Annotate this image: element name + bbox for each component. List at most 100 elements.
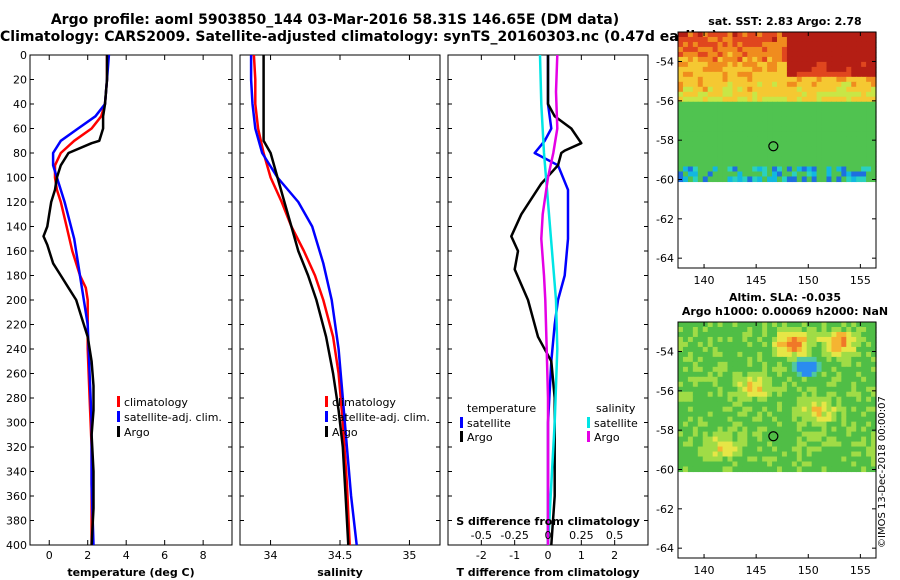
sst-heatmap-cell <box>722 56 729 63</box>
sst-heatmap-cell <box>806 176 813 183</box>
sla-heatmap-cell <box>722 336 729 343</box>
sla-heatmap-cell <box>692 411 699 418</box>
sst-heatmap-cell <box>861 156 867 163</box>
sla-heatmap-cell <box>678 341 684 348</box>
sla-heatmap-cell <box>816 396 823 403</box>
sla-heatmap-cell <box>856 322 862 328</box>
sst-heatmap-cell <box>801 171 808 178</box>
sst-heatmap-cell <box>762 96 768 103</box>
sla-heatmap-cell <box>786 446 793 453</box>
sla-heatmap-cell <box>851 376 857 383</box>
sst-heatmap-cell <box>732 91 738 98</box>
sla-heatmap-cell <box>791 336 798 343</box>
sst-heatmap-cell <box>791 131 798 138</box>
sst-heatmap-cell <box>692 176 699 183</box>
sst-heatmap-cell <box>767 131 773 138</box>
sla-heatmap-cell <box>767 406 773 413</box>
sla-heatmap-cell <box>752 401 758 408</box>
sst-heatmap-cell <box>752 96 758 103</box>
sst-heatmap-cell <box>791 171 798 178</box>
sst-heatmap-cell <box>871 32 877 38</box>
sla-heatmap-cell <box>762 466 768 473</box>
sst-heatmap-cell <box>702 71 709 78</box>
sla-heatmap-cell <box>757 381 763 388</box>
sla-heatmap-cell <box>702 322 709 328</box>
sal-xtick-label: 35 <box>402 549 416 562</box>
sst-heatmap-cell <box>806 166 813 173</box>
sla-heatmap-cell <box>678 386 684 393</box>
sst-heatmap-cell <box>682 121 689 128</box>
sla-heatmap-cell <box>762 376 768 383</box>
sst-heatmap-cell <box>707 41 714 48</box>
sst-heatmap-cell <box>712 166 719 173</box>
sla-heatmap-cells <box>678 322 877 473</box>
sla-heatmap-cell <box>796 401 803 408</box>
sla-heatmap-cell <box>831 406 837 413</box>
sst-heatmap-cell <box>791 156 798 163</box>
sst-heatmap-cell <box>801 166 808 173</box>
sst-heatmap-cell <box>747 86 753 93</box>
sst-heatmap-cell <box>821 46 828 53</box>
sla-heatmap-cell <box>762 371 768 378</box>
sla-heatmap-cell <box>821 356 828 363</box>
sla-heatmap-cell <box>791 356 798 363</box>
sla-heatmap-cell <box>801 456 808 463</box>
sla-heatmap-cell <box>791 451 798 458</box>
sla-heatmap-cell <box>821 341 828 348</box>
sla-heatmap-cell <box>836 336 842 343</box>
sst-heatmap-cell <box>831 126 837 133</box>
sla-heatmap-cell <box>856 391 862 398</box>
sst-heatmap-cell <box>841 161 847 168</box>
sst-heatmap-cell <box>727 156 734 163</box>
sla-heatmap-cell <box>786 386 793 393</box>
sst-heatmap-cell <box>678 56 684 63</box>
sla-heatmap-cell <box>707 356 714 363</box>
sla-heatmap-cell <box>707 341 714 348</box>
sst-heatmap-cell <box>781 101 788 108</box>
sst-heatmap-cell <box>811 41 818 48</box>
sst-heatmap-cell <box>781 176 788 183</box>
sst-heatmap-cell <box>678 81 684 88</box>
sst-heatmap-cell <box>742 71 748 78</box>
sst-heatmap-cell <box>702 101 709 108</box>
sst-heatmap-cell <box>678 171 684 178</box>
sst-heatmap-cell <box>752 51 758 58</box>
sst-heatmap-cell <box>687 146 694 153</box>
sst-heatmap-cell <box>727 32 734 38</box>
sla-heatmap-cell <box>866 371 872 378</box>
sst-heatmap-cell <box>717 176 724 183</box>
sla-heatmap-cell <box>692 456 699 463</box>
sla-heatmap-cell <box>816 351 823 358</box>
sla-heatmap-cell <box>682 351 689 358</box>
sla-heatmap-cell <box>806 331 813 338</box>
sla-heatmap-cell <box>678 322 684 328</box>
sst-heatmap-cell <box>841 131 847 138</box>
sla-heatmap-cell <box>836 386 842 393</box>
sst-map-ytick-label: -54 <box>656 56 674 69</box>
sla-heatmap-cell <box>762 326 768 333</box>
sla-heatmap-cell <box>727 351 734 358</box>
sla-heatmap-cell <box>678 441 684 448</box>
sla-heatmap-cell <box>772 356 778 363</box>
sla-heatmap-cell <box>707 406 714 413</box>
sla-heatmap-cell <box>742 416 748 423</box>
sla-heatmap-cell <box>678 411 684 418</box>
sst-heatmap-cell <box>821 56 828 63</box>
sst-heatmap-cell <box>747 36 753 43</box>
sla-heatmap-cell <box>816 326 823 333</box>
sla-heatmap-cell <box>737 391 743 398</box>
sla-heatmap-cell <box>796 341 803 348</box>
temp-xtick-label: 4 <box>123 549 130 562</box>
sla-heatmap-cell <box>752 341 758 348</box>
sst-heatmap-cell <box>742 141 748 148</box>
sla-heatmap-cell <box>816 376 823 383</box>
sal-series-climatology <box>252 54 351 546</box>
sst-heatmap-cell <box>791 91 798 98</box>
sla-heatmap-cell <box>702 451 709 458</box>
sal-legend-swatch <box>325 426 328 437</box>
sst-heatmap-cell <box>717 156 724 163</box>
sla-heatmap-cell <box>786 346 793 353</box>
sst-heatmap-cell <box>871 46 877 53</box>
sst-heatmap-cell <box>796 151 803 158</box>
sla-heatmap-cell <box>821 456 828 463</box>
